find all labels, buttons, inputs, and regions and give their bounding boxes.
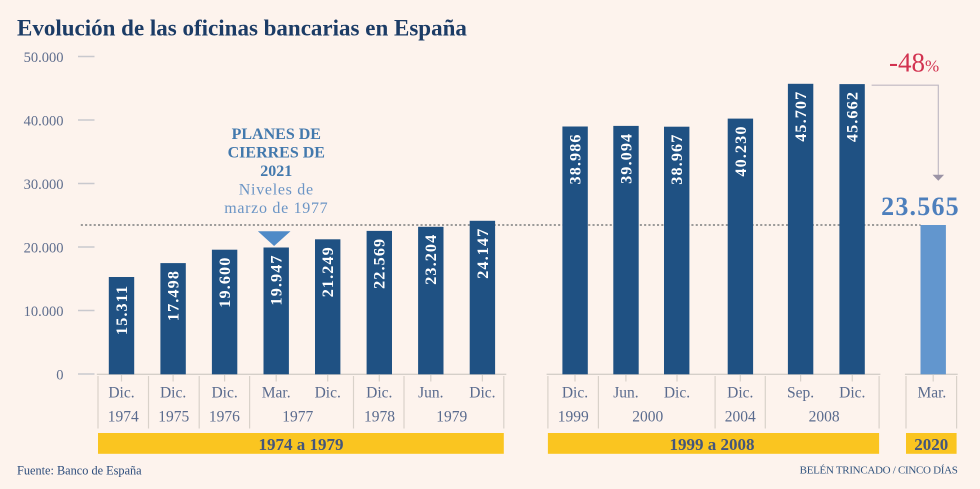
svg-text:1979: 1979 [436,409,467,426]
svg-text:Dic.: Dic. [664,385,690,402]
svg-text:CIERRES DE: CIERRES DE [228,145,325,162]
svg-text:19.600: 19.600 [216,257,234,308]
svg-text:Fuente: Banco de España: Fuente: Banco de España [17,464,142,478]
svg-text:Dic.: Dic. [366,385,392,402]
svg-text:Jun.: Jun. [613,385,638,402]
svg-text:38.986: 38.986 [567,133,585,184]
svg-text:45.662: 45.662 [844,91,862,142]
svg-text:PLANES DE: PLANES DE [232,126,321,143]
svg-text:Sep.: Sep. [787,385,814,402]
svg-text:0: 0 [56,368,63,384]
svg-text:38.967: 38.967 [668,134,686,185]
svg-text:21.249: 21.249 [319,246,337,297]
svg-text:1978: 1978 [364,409,395,426]
svg-text:Dic.: Dic. [562,385,588,402]
svg-text:Evolución de las oficinas banc: Evolución de las oficinas bancarias en E… [17,16,467,41]
svg-text:2000: 2000 [632,409,663,426]
svg-text:Dic.: Dic. [160,385,186,402]
svg-text:22.569: 22.569 [371,238,389,289]
svg-text:2008: 2008 [809,409,840,426]
svg-text:23.565: 23.565 [881,192,960,221]
svg-text:45.707: 45.707 [792,91,810,142]
svg-text:2020: 2020 [914,435,948,454]
svg-text:24.147: 24.147 [474,228,492,279]
svg-text:10.000: 10.000 [24,304,64,320]
svg-text:Dic.: Dic. [211,385,237,402]
svg-text:1976: 1976 [209,409,240,426]
svg-text:40.000: 40.000 [24,114,64,130]
svg-text:Mar.: Mar. [262,385,291,402]
svg-text:23.204: 23.204 [422,234,440,285]
svg-text:marzo de 1977: marzo de 1977 [224,200,328,217]
svg-text:40.230: 40.230 [732,125,750,176]
svg-text:1975: 1975 [158,409,189,426]
svg-text:Mar.: Mar. [917,385,946,402]
svg-text:19.947: 19.947 [268,254,286,305]
svg-text:15.311: 15.311 [113,285,131,335]
svg-text:2021: 2021 [260,163,292,180]
svg-text:Dic.: Dic. [315,385,341,402]
svg-text:1999: 1999 [558,409,589,426]
svg-text:Dic.: Dic. [839,385,865,402]
svg-text:17.498: 17.498 [165,270,183,321]
svg-text:20.000: 20.000 [24,241,64,257]
svg-text:39.094: 39.094 [617,133,635,184]
svg-text:30.000: 30.000 [24,177,64,193]
svg-text:1974 a 1979: 1974 a 1979 [259,435,344,454]
svg-text:Niveles de: Niveles de [239,182,314,199]
svg-text:Dic.: Dic. [727,385,753,402]
svg-text:1974: 1974 [108,409,139,426]
svg-text:50.000: 50.000 [24,50,64,66]
svg-text:Jun.: Jun. [418,385,443,402]
svg-text:1977: 1977 [282,409,313,426]
svg-text:BELÉN TRINCADO / CINCO DÍAS: BELÉN TRINCADO / CINCO DÍAS [800,465,958,477]
svg-text:1999 a 2008: 1999 a 2008 [670,435,755,454]
svg-text:Dic.: Dic. [108,385,134,402]
svg-text:2004: 2004 [725,409,756,426]
svg-text:Dic.: Dic. [469,385,495,402]
